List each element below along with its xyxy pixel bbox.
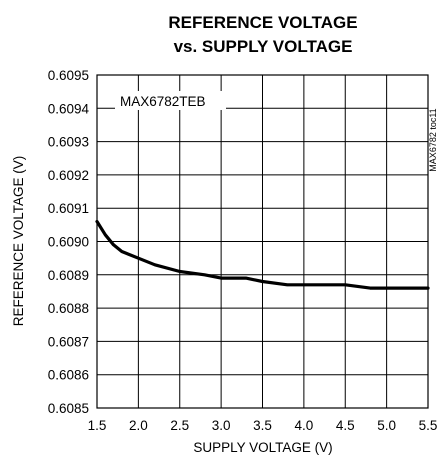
y-tick-label: 0.6095	[48, 68, 89, 83]
chart-title-line-2: vs. SUPPLY VOLTAGE	[174, 37, 353, 56]
x-tick-label: 5.5	[419, 418, 438, 433]
y-tick-label: 0.6090	[48, 235, 89, 250]
reference-voltage-curve	[95, 219, 430, 290]
y-tick-label: 0.6085	[48, 401, 89, 416]
y-tick-label: 0.6089	[48, 268, 89, 283]
chart-title-line-1: REFERENCE VOLTAGE	[168, 13, 357, 32]
x-tick-label: 4.5	[336, 418, 355, 433]
y-axis-label: REFERENCE VOLTAGE (V)	[11, 156, 26, 327]
x-tick-label: 2.5	[170, 418, 189, 433]
tick-labels: 1.5 2.0 2.5 3.0 3.5 4.0 4.5 5.0 5.5 0.6085 0.6086 0…	[48, 68, 438, 433]
y-tick-label: 0.6092	[48, 168, 89, 183]
figure-id-label: MAX6782 toc11	[428, 108, 438, 171]
y-tick-label: 0.6094	[48, 101, 90, 116]
y-tick-label: 0.6086	[48, 368, 89, 383]
x-tick-label: 1.5	[88, 418, 107, 433]
x-tick-label: 5.0	[377, 418, 396, 433]
x-tick-label: 2.0	[129, 418, 148, 433]
plot-frame	[96, 74, 429, 409]
chip-annotation: MAX6782TEB	[120, 94, 206, 109]
x-axis-label: SUPPLY VOLTAGE (V)	[193, 440, 332, 455]
grid	[97, 75, 428, 408]
y-tick-label: 0.6088	[48, 301, 89, 316]
y-tick-label: 0.6093	[48, 135, 89, 150]
x-tick-label: 3.0	[212, 418, 231, 433]
annotation-background	[115, 91, 226, 110]
x-tick-label: 4.0	[294, 418, 313, 433]
y-tick-label: 0.6091	[48, 201, 89, 216]
x-tick-label: 3.5	[253, 418, 272, 433]
y-tick-label: 0.6087	[48, 334, 89, 349]
